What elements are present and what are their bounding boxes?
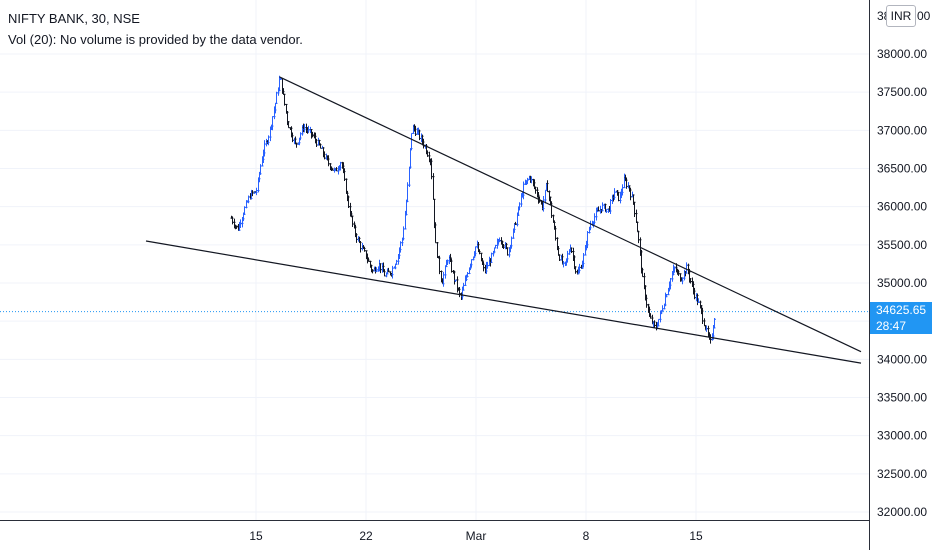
trendline-upper[interactable] xyxy=(279,76,862,353)
time-tick-label: 15 xyxy=(249,529,263,543)
bar-countdown: 28:47 xyxy=(876,319,907,333)
time-tick-label: 15 xyxy=(689,529,703,543)
volume-indicator-label[interactable]: Vol (20): No volume is provided by the d… xyxy=(8,32,303,47)
last-price-value: 34625.65 xyxy=(876,303,927,317)
price-axis-border xyxy=(869,0,870,550)
price-tick-label: 35500.00 xyxy=(877,238,927,252)
price-tick-label: 36500.00 xyxy=(877,162,927,176)
price-tick-label: 32500.00 xyxy=(877,467,927,481)
price-tick-label: 33500.00 xyxy=(877,391,927,405)
price-tick-label: 33000.00 xyxy=(877,429,927,443)
chart-legend: NIFTY BANK, 30, NSE Vol (20): No volume … xyxy=(8,8,303,50)
price-tick-label: 37000.00 xyxy=(877,123,927,137)
price-tick-label: 34000.00 xyxy=(877,352,927,366)
time-tick-label: 22 xyxy=(359,529,373,543)
time-tick-label: 8 xyxy=(583,529,590,543)
time-tick-label: Mar xyxy=(466,529,487,543)
trendline-lower[interactable] xyxy=(145,240,862,364)
price-tick-label: 37500.00 xyxy=(877,85,927,99)
price-tick-label: 35000.00 xyxy=(877,276,927,290)
currency-badge[interactable]: INR xyxy=(886,5,916,27)
price-tick-label-partial-suffix: 00 xyxy=(917,9,931,23)
time-axis-border xyxy=(0,520,870,521)
price-tick-label: 38000.00 xyxy=(877,47,927,61)
symbol-title[interactable]: NIFTY BANK, 30, NSE xyxy=(8,11,140,26)
last-price-tag: 34625.65 28:47 xyxy=(870,302,932,334)
price-tick-label: 32000.00 xyxy=(877,505,927,519)
price-tick-label: 36000.00 xyxy=(877,200,927,214)
